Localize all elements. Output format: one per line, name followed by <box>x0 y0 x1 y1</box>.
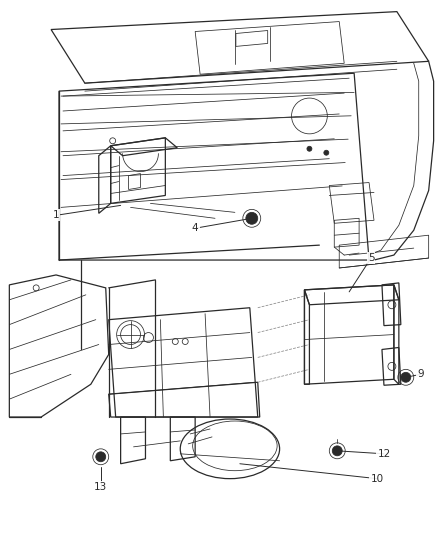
Text: 13: 13 <box>94 482 107 491</box>
Circle shape <box>246 212 258 224</box>
Circle shape <box>324 150 329 155</box>
Circle shape <box>96 452 106 462</box>
Circle shape <box>401 373 411 382</box>
Text: 9: 9 <box>417 369 424 379</box>
Text: 5: 5 <box>368 253 374 263</box>
Text: 1: 1 <box>53 211 60 220</box>
Text: 12: 12 <box>377 449 391 459</box>
Text: 10: 10 <box>371 474 384 483</box>
Circle shape <box>332 446 342 456</box>
Text: 4: 4 <box>192 223 198 233</box>
Circle shape <box>307 146 312 151</box>
